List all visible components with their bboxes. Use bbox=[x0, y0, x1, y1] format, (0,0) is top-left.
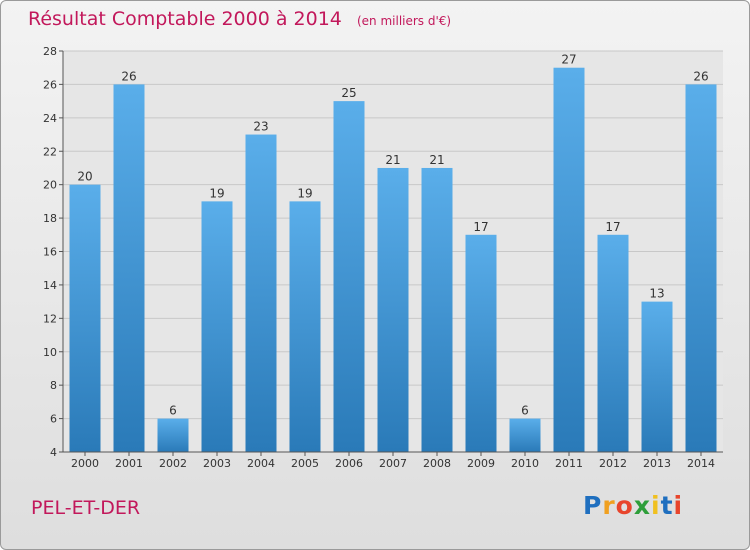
title-line: Résultat Comptable 2000 à 2014 (en milli… bbox=[28, 8, 451, 30]
commune-name: PEL-ET-DER bbox=[31, 497, 141, 519]
x-tick-label: 2008 bbox=[423, 457, 451, 470]
x-tick-label: 2002 bbox=[159, 457, 187, 470]
x-tick-label: 2000 bbox=[71, 457, 99, 470]
y-tick-label: 28 bbox=[43, 45, 57, 58]
axis-layer: 4 6 8 10 12 14 16 18 20 22 24 26 28 2000 2001 2002 2003 2… bbox=[43, 45, 723, 470]
brand-letter: x bbox=[633, 491, 651, 520]
data-label: 17 bbox=[473, 220, 488, 234]
chart-unit: (en milliers d'€) bbox=[356, 14, 452, 28]
bar-2013 bbox=[641, 301, 673, 452]
bar-2006 bbox=[333, 101, 365, 452]
bar-2008 bbox=[421, 167, 453, 453]
chart-title: Résultat Comptable 2000 à 2014 bbox=[28, 8, 342, 30]
bar-2009 bbox=[465, 234, 497, 452]
data-label: 25 bbox=[341, 86, 356, 100]
labels-layer: 20 26 6 19 23 19 25 21 21 17 6 27 17 13 26 bbox=[77, 53, 708, 418]
y-tick-label: 12 bbox=[43, 312, 57, 325]
x-tick-label: 2013 bbox=[643, 457, 671, 470]
bar-2010 bbox=[509, 418, 541, 452]
bar-2012 bbox=[597, 234, 629, 452]
y-tick-label: 4 bbox=[50, 446, 57, 459]
x-tick-label: 2007 bbox=[379, 457, 407, 470]
x-tick-label: 2012 bbox=[599, 457, 627, 470]
brand-letter: i bbox=[673, 491, 684, 520]
brand-logo: Proxiti bbox=[583, 491, 683, 520]
y-tick-label: 20 bbox=[43, 179, 57, 192]
bar-2004 bbox=[245, 134, 277, 452]
data-label: 21 bbox=[385, 153, 400, 167]
bars-layer bbox=[69, 67, 717, 453]
y-tick-label: 10 bbox=[43, 346, 57, 359]
x-tick-label: 2003 bbox=[203, 457, 231, 470]
data-label: 26 bbox=[121, 69, 136, 83]
data-label: 13 bbox=[649, 287, 664, 301]
data-label: 19 bbox=[209, 186, 224, 200]
x-tick-label: 2006 bbox=[335, 457, 363, 470]
brand-letter: r bbox=[602, 491, 616, 520]
data-label: 20 bbox=[77, 170, 92, 184]
bar-2003 bbox=[201, 201, 233, 452]
y-tick-label: 22 bbox=[43, 145, 57, 158]
data-label: 21 bbox=[429, 153, 444, 167]
x-tick-label: 2014 bbox=[687, 457, 715, 470]
bar-2005 bbox=[289, 201, 321, 452]
x-tick-label: 2010 bbox=[511, 457, 539, 470]
data-label: 23 bbox=[253, 120, 268, 134]
data-label: 17 bbox=[605, 220, 620, 234]
data-label: 6 bbox=[521, 404, 529, 418]
data-label: 6 bbox=[169, 404, 177, 418]
y-tick-label: 16 bbox=[43, 246, 57, 259]
bar-2007 bbox=[377, 167, 409, 453]
brand-letter: o bbox=[615, 491, 634, 520]
x-tick-label: 2011 bbox=[555, 457, 583, 470]
x-tick-label: 2004 bbox=[247, 457, 275, 470]
brand-letter: P bbox=[583, 491, 603, 520]
x-tick-label: 2001 bbox=[115, 457, 143, 470]
y-tick-label: 14 bbox=[43, 279, 57, 292]
y-tick-label: 24 bbox=[43, 112, 57, 125]
x-tick-label: 2009 bbox=[467, 457, 495, 470]
bar-2011 bbox=[553, 67, 585, 452]
bar-2002 bbox=[157, 418, 189, 452]
bar-2014 bbox=[685, 84, 717, 453]
data-label: 26 bbox=[693, 69, 708, 83]
x-tick-label: 2005 bbox=[291, 457, 319, 470]
y-tick-label: 6 bbox=[50, 413, 57, 426]
y-tick-label: 26 bbox=[43, 78, 57, 91]
y-tick-label: 18 bbox=[43, 212, 57, 225]
bar-2000 bbox=[69, 184, 101, 452]
y-tick-label: 8 bbox=[50, 379, 57, 392]
brand-letter: i bbox=[651, 491, 661, 520]
brand-letter: t bbox=[660, 491, 674, 520]
bar-2001 bbox=[113, 84, 145, 453]
data-label: 19 bbox=[297, 186, 312, 200]
data-label: 27 bbox=[561, 53, 576, 67]
